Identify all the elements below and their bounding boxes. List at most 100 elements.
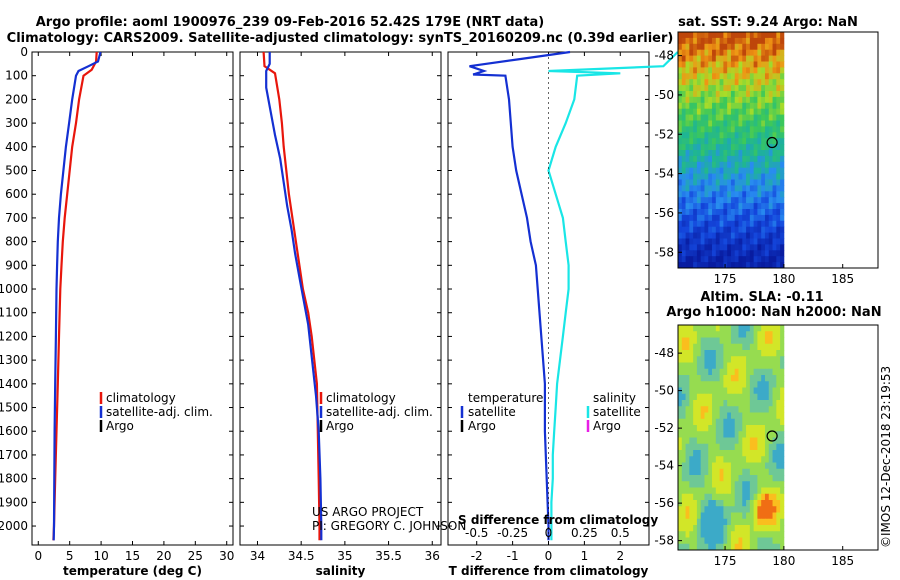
heatmap-cell — [742, 368, 747, 376]
heatmap-cell — [689, 67, 694, 74]
heatmap-cell — [734, 179, 739, 186]
heatmap-cell — [696, 475, 702, 482]
y-tick-label: 2000 — [0, 519, 28, 533]
heatmap-cell — [681, 238, 686, 245]
heatmap-cell — [685, 543, 690, 551]
heatmap-cell — [712, 400, 717, 407]
heatmap-cell — [712, 368, 717, 376]
heatmap-cell — [764, 102, 770, 110]
heatmap-cell — [738, 226, 743, 233]
heatmap-cell — [712, 325, 717, 332]
heatmap-cell — [678, 368, 683, 376]
heatmap-cell — [742, 325, 747, 332]
heatmap-cell — [730, 244, 736, 251]
heatmap-cell — [696, 55, 702, 62]
heatmap-cell — [708, 209, 713, 216]
heatmap-cell — [772, 114, 777, 121]
heatmap-cell — [753, 167, 758, 174]
heatmap-cell — [685, 512, 690, 520]
heatmap-cell — [772, 500, 777, 507]
heatmap-cell — [780, 73, 785, 80]
heatmap-cell — [738, 37, 743, 45]
heatmap-cell — [738, 468, 743, 476]
heatmap-cell — [734, 512, 739, 520]
heatmap-cell — [700, 185, 705, 192]
heatmap-cell — [746, 425, 751, 432]
heatmap-cell — [757, 500, 762, 507]
heatmap-cell — [696, 161, 702, 169]
heatmap-cell — [772, 450, 777, 457]
heatmap-cell — [685, 49, 690, 56]
heatmap-cell — [700, 425, 705, 432]
heatmap-cell — [776, 96, 781, 104]
heatmap-cell — [753, 209, 758, 216]
heatmap-cell — [723, 232, 728, 239]
heatmap-cell — [693, 518, 698, 526]
heatmap-cell — [772, 49, 777, 56]
heatmap-cell — [715, 337, 720, 345]
heatmap-cell — [749, 393, 755, 401]
heatmap-cell — [749, 73, 755, 80]
heatmap-cell — [746, 462, 751, 470]
heatmap-cell — [761, 256, 766, 263]
heatmap-cell — [693, 43, 698, 51]
heatmap-cell — [700, 161, 705, 169]
heatmap-cell — [727, 406, 732, 413]
heatmap-cell — [678, 55, 683, 62]
heatmap-cell — [723, 462, 728, 470]
heatmap-cell — [730, 525, 736, 532]
heatmap-cell — [704, 350, 709, 357]
heatmap-cell — [681, 437, 686, 445]
heatmap-cell — [685, 179, 690, 186]
x-tick-label: 34.5 — [288, 549, 315, 563]
heatmap-cell — [761, 67, 766, 74]
heatmap-cell — [715, 362, 720, 370]
heatmap-cell — [780, 387, 785, 395]
heatmap-cell — [761, 337, 766, 345]
heatmap-cell — [708, 43, 713, 51]
heatmap-cell — [757, 400, 762, 407]
heatmap-cell — [696, 531, 702, 538]
heatmap-cell — [768, 79, 773, 86]
heatmap-cell — [723, 85, 728, 92]
heatmap-cell — [693, 132, 698, 139]
heatmap-cell — [768, 43, 773, 51]
heatmap-cell — [696, 387, 702, 395]
heatmap-cell — [780, 343, 785, 351]
top-axis-label: S difference from climatology — [458, 513, 658, 527]
heatmap-cell — [753, 406, 758, 413]
heatmap-cell — [685, 185, 690, 192]
heatmap-cell — [753, 61, 758, 68]
heatmap-cell — [772, 362, 777, 370]
heatmap-cell — [685, 368, 690, 376]
heatmap-cell — [730, 418, 736, 426]
heatmap-cell — [780, 120, 785, 127]
heatmap-cell — [715, 418, 720, 426]
heatmap-cell — [685, 425, 690, 432]
heatmap-cell — [693, 85, 698, 92]
heatmap-cell — [734, 475, 739, 482]
heatmap-cell — [712, 173, 717, 180]
heatmap-cell — [768, 356, 773, 363]
heatmap-cell — [730, 220, 736, 228]
heatmap-cell — [776, 431, 781, 438]
y-tick-label: -56 — [654, 496, 674, 510]
heatmap-cell — [757, 250, 762, 257]
heatmap-cell — [761, 32, 766, 39]
heatmap-cell — [738, 155, 743, 163]
heatmap-cell — [715, 525, 720, 532]
heatmap-cell — [776, 91, 781, 98]
heatmap-cell — [723, 32, 728, 39]
heatmap-cell — [693, 325, 698, 332]
heatmap-cell — [780, 79, 785, 86]
heatmap-cell — [761, 362, 766, 370]
series-line-climatology — [52, 51, 98, 541]
heatmap-cell — [700, 138, 705, 145]
heatmap-cell — [757, 262, 762, 269]
heatmap-cell — [685, 531, 690, 538]
heatmap-cell — [746, 232, 751, 239]
heatmap-cell — [761, 73, 766, 80]
heatmap-cell — [678, 185, 683, 192]
heatmap-cell — [753, 173, 758, 180]
heatmap-cell — [704, 343, 709, 351]
